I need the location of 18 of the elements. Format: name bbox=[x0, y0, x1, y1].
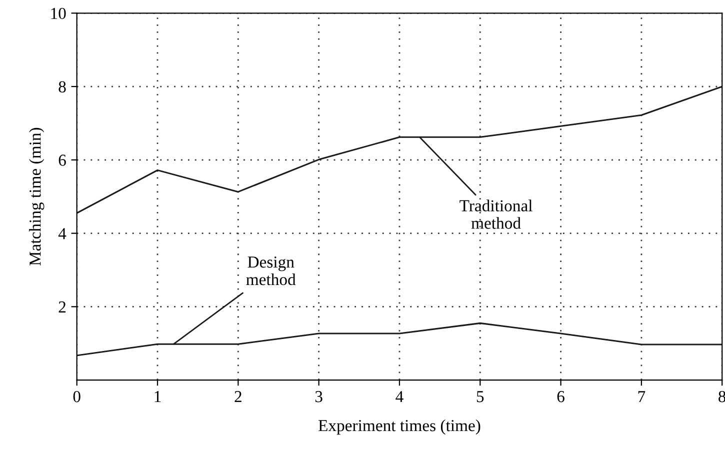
annotation: Traditional method bbox=[460, 200, 532, 229]
y-tick-label: 2 bbox=[58, 301, 66, 312]
x-tick-label: 5 bbox=[476, 391, 484, 402]
x-axis-title: Experiment times (time) bbox=[318, 419, 480, 435]
annotation: Design method bbox=[246, 256, 296, 286]
x-tick-label: 3 bbox=[315, 391, 322, 402]
x-tick-label: 0 bbox=[73, 390, 80, 402]
x-tick-label: 7 bbox=[638, 391, 646, 402]
y-tick-label: 4 bbox=[58, 228, 66, 240]
x-tick-label: 4 bbox=[396, 391, 404, 402]
y-tick-label: 6 bbox=[58, 154, 66, 166]
y-axis-title: Matching time (min) bbox=[29, 128, 44, 266]
x-tick-label: 2 bbox=[234, 391, 242, 402]
x-tick-label: 6 bbox=[557, 391, 564, 402]
x-tick-label: 1 bbox=[154, 391, 161, 402]
y-tick-label: 8 bbox=[58, 81, 66, 92]
y-tick-label: 10 bbox=[51, 8, 66, 20]
line-series bbox=[76, 86, 722, 214]
